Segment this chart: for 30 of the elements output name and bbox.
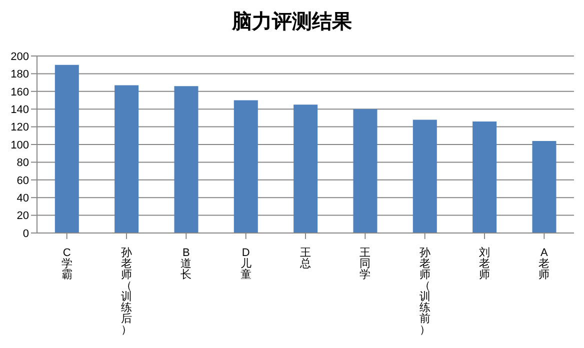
bar xyxy=(174,86,198,233)
bar xyxy=(114,85,139,233)
y-tick-label: 20 xyxy=(16,210,29,222)
x-tick-label: 孙老师（训练前） xyxy=(419,247,430,336)
y-tick-label: 140 xyxy=(10,104,29,116)
bar xyxy=(532,140,556,233)
y-tick-label: 160 xyxy=(10,86,29,98)
x-tick-label: 孙老师（训练后） xyxy=(121,247,132,336)
chart-title: 脑力评测结果 xyxy=(230,8,353,35)
x-tick-label: 刘老师 xyxy=(479,246,490,281)
x-tick-label: B道长 xyxy=(180,247,192,281)
x-tick-label: 王同学 xyxy=(360,247,371,281)
y-tick-label: 180 xyxy=(10,68,29,81)
y-tick-label: 100 xyxy=(10,139,29,152)
bar xyxy=(353,109,378,233)
bar xyxy=(54,64,79,233)
bar xyxy=(234,100,258,233)
y-tick-label: 60 xyxy=(16,174,29,187)
x-tick-label: C学霸 xyxy=(61,247,72,281)
y-tick-label: 80 xyxy=(16,157,29,170)
y-tick-label: 0 xyxy=(22,228,29,240)
bar xyxy=(294,104,318,233)
bar xyxy=(472,121,497,233)
y-tick-label: 120 xyxy=(10,122,29,134)
y-tick-label: 40 xyxy=(16,192,29,205)
y-tick-label: 200 xyxy=(10,50,29,63)
x-tick-label: A老师 xyxy=(538,247,550,281)
x-tick-label: D儿童 xyxy=(240,247,252,281)
bar xyxy=(412,120,437,233)
x-tick-label: 王总 xyxy=(299,247,311,270)
